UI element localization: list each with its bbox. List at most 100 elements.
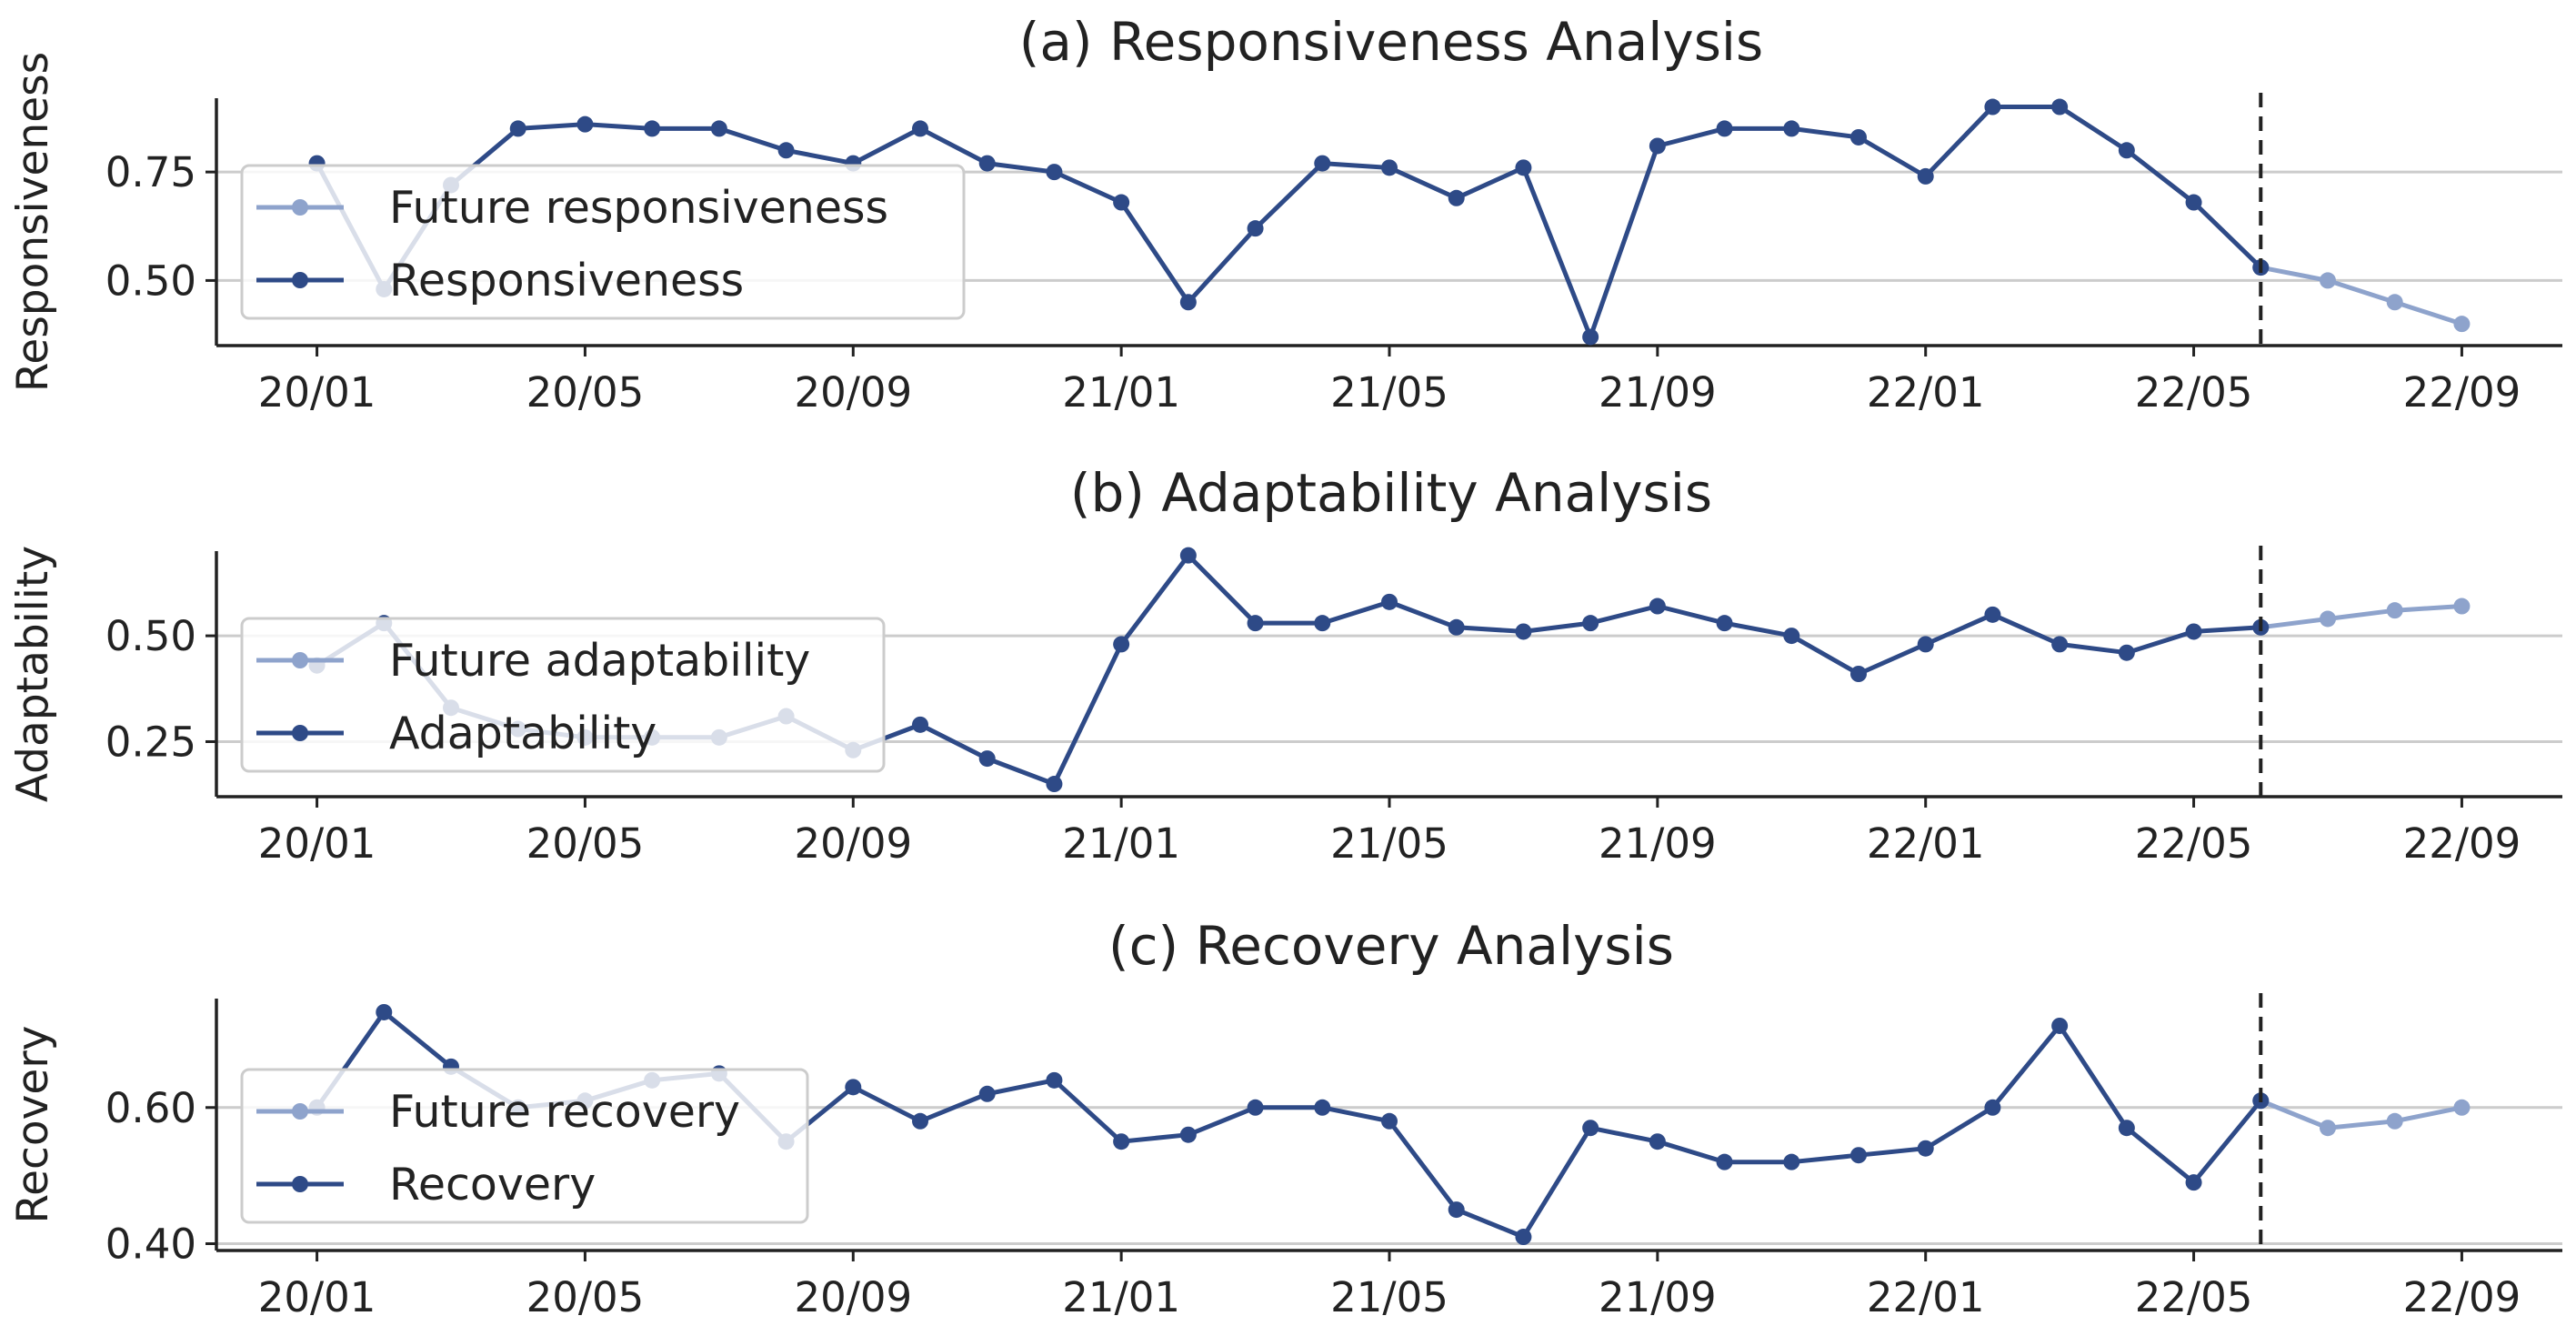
panel-b-observed-point bbox=[1314, 615, 1331, 632]
panel-a-ylabel: Responsiveness bbox=[8, 52, 58, 392]
panel-b-legend-observed-label: Adaptability bbox=[389, 708, 657, 759]
panel-a-observed-point bbox=[710, 120, 727, 137]
panel-a-xtick-label: 22/09 bbox=[2403, 368, 2521, 417]
panel-c-legend-observed-swatch-dot bbox=[292, 1176, 308, 1192]
panel-c-observed-point bbox=[1381, 1112, 1398, 1130]
panel-c-observed-point bbox=[1113, 1133, 1130, 1150]
panel-b-observed-point bbox=[2051, 636, 2069, 653]
panel-b-xtick-label: 20/05 bbox=[526, 819, 645, 868]
panel-c-observed-point bbox=[1515, 1229, 1532, 1246]
panel-b-xtick-label: 21/09 bbox=[1599, 819, 1717, 868]
panel-b-observed-point bbox=[1179, 547, 1197, 564]
panel-a-ytick-label: 0.50 bbox=[105, 256, 196, 305]
panel-b-observed-point bbox=[1716, 615, 1733, 632]
panel-b-observed-point bbox=[912, 716, 928, 733]
panel-a-legend-future-swatch-dot bbox=[292, 199, 308, 216]
panel-a-xtick-label: 22/01 bbox=[1867, 368, 1985, 417]
panel-a-observed-point bbox=[1783, 120, 1800, 137]
panel-a-observed-point bbox=[2118, 142, 2135, 159]
panel-b-observed-point bbox=[1917, 636, 1934, 653]
panel-a-observed-point bbox=[644, 120, 661, 137]
panel-a-legend-observed-label: Responsiveness bbox=[389, 255, 744, 306]
panel-a-observed-point bbox=[1381, 159, 1398, 176]
panel-a-xtick-label: 21/09 bbox=[1599, 368, 1717, 417]
panel-a-xtick-label: 22/05 bbox=[2135, 368, 2253, 417]
panel-a-observed-point bbox=[912, 120, 928, 137]
panel-b-xtick-label: 22/05 bbox=[2135, 819, 2253, 868]
panel-c-observed-point bbox=[1716, 1153, 1733, 1170]
panel-b-legend-observed-swatch-dot bbox=[292, 725, 308, 741]
panel-c-observed-point bbox=[1917, 1140, 1934, 1157]
panel-c-legend-future-label: Future recovery bbox=[389, 1086, 740, 1138]
panel-a-observed-point bbox=[1113, 194, 1130, 211]
panel-a-observed-point bbox=[1984, 98, 2001, 116]
panel-c-xtick-label: 20/05 bbox=[526, 1273, 645, 1321]
panel-b-observed-point bbox=[1984, 606, 2001, 623]
panel-c-observed-point bbox=[1314, 1099, 1331, 1116]
panel-a-ytick-label: 0.75 bbox=[105, 148, 196, 196]
panel-c-observed-point bbox=[1984, 1099, 2001, 1116]
panel-c-observed-point bbox=[1783, 1153, 1800, 1170]
panel-a-observed-point bbox=[1582, 328, 1599, 346]
panel-a-observed-point bbox=[1314, 155, 1331, 172]
panel-b-observed-point bbox=[1582, 615, 1599, 632]
panel-c-legend-observed-label: Recovery bbox=[389, 1159, 596, 1210]
panel-c-legend-box bbox=[240, 1068, 809, 1224]
panel-c-title: (c) Recovery Analysis bbox=[1108, 915, 1674, 977]
panel-c-observed-point bbox=[1247, 1099, 1264, 1116]
panel-c: 0.40 0.60 20/01 20/05 20/09 21/01 21/05 21/09 22… bbox=[8, 993, 2562, 1321]
panel-c-observed-point bbox=[2185, 1174, 2202, 1191]
panel-a-legend-box bbox=[240, 164, 966, 320]
panel-a: 0.50 0.75 20/01 20/05 20/09 21/01 21/05 21/09 22… bbox=[8, 52, 2562, 417]
panel-b-future-point bbox=[2386, 602, 2403, 619]
panel-c-future-line bbox=[2260, 1098, 2462, 1130]
panel-a-observed-point bbox=[777, 142, 795, 159]
panel-c-ylabel: Recovery bbox=[8, 1026, 58, 1224]
panel-a-observed-point bbox=[1917, 167, 1934, 185]
panel-a-xtick-label: 20/05 bbox=[526, 368, 645, 417]
panel-b-xtick-label: 20/09 bbox=[794, 819, 912, 868]
panel-c-future-point bbox=[2320, 1120, 2336, 1137]
panel-a-observed-point bbox=[1850, 128, 1867, 146]
panel-c-observed-point bbox=[845, 1079, 862, 1096]
panel-c-xtick-label: 20/01 bbox=[258, 1273, 376, 1321]
panel-b-xtick-label: 21/05 bbox=[1330, 819, 1448, 868]
panel-c-observed-point bbox=[1179, 1126, 1197, 1143]
panel-a-observed-point bbox=[576, 116, 594, 133]
panel-b-ylabel: Adaptability bbox=[8, 546, 58, 802]
panel-b-xtick-label: 22/09 bbox=[2403, 819, 2521, 868]
panel-b-ytick-label: 0.25 bbox=[105, 718, 196, 766]
panel-b-legend-future-swatch-dot bbox=[292, 652, 308, 668]
panel-a-future-point bbox=[2453, 316, 2471, 333]
panel-a-future-line bbox=[2260, 265, 2463, 326]
panel-b-future-line bbox=[2260, 604, 2462, 630]
panel-c-xtick-label: 22/05 bbox=[2135, 1273, 2253, 1321]
panel-a-title: (a) Responsiveness Analysis bbox=[1019, 11, 1764, 73]
panel-c-future-point bbox=[2453, 1099, 2471, 1116]
panel-a-legend-observed-swatch-dot bbox=[292, 272, 308, 288]
panel-a-observed-point bbox=[1179, 294, 1197, 311]
panel-c-xtick-label: 21/05 bbox=[1330, 1273, 1448, 1321]
panel-b-legend-box bbox=[240, 617, 886, 773]
panel-a-xtick-label: 21/01 bbox=[1062, 368, 1180, 417]
panel-a-future-point bbox=[2386, 294, 2403, 311]
panel-b-legend-future-label: Future adaptability bbox=[389, 635, 810, 687]
panel-a-observed-point bbox=[1046, 164, 1063, 181]
panel-a-observed-point bbox=[1247, 220, 1264, 237]
panel-a-observed-line bbox=[315, 105, 2263, 339]
panel-b-observed-point bbox=[1649, 598, 1666, 615]
panel-c-xtick-label: 21/09 bbox=[1599, 1273, 1717, 1321]
panel-c-xtick-label: 20/09 bbox=[794, 1273, 912, 1321]
panel-c-observed-point bbox=[376, 1003, 393, 1020]
panels-layer: 0.50 0.75 20/01 20/05 20/09 21/01 21/05 21/09 22… bbox=[8, 52, 2562, 1321]
panel-b-xtick-label: 21/01 bbox=[1062, 819, 1180, 868]
panel-b-ytick-label: 0.50 bbox=[105, 612, 196, 660]
panel-b-observed-point bbox=[1448, 618, 1465, 636]
panel-a-observed-point bbox=[2051, 98, 2069, 116]
panel-b-observed-point bbox=[2185, 623, 2202, 640]
panel-b-observed-point bbox=[1515, 623, 1532, 640]
panel-b-observed-point bbox=[1113, 636, 1130, 653]
panel-a-observed-point bbox=[509, 120, 526, 137]
panel-c-xtick-label: 22/01 bbox=[1867, 1273, 1985, 1321]
